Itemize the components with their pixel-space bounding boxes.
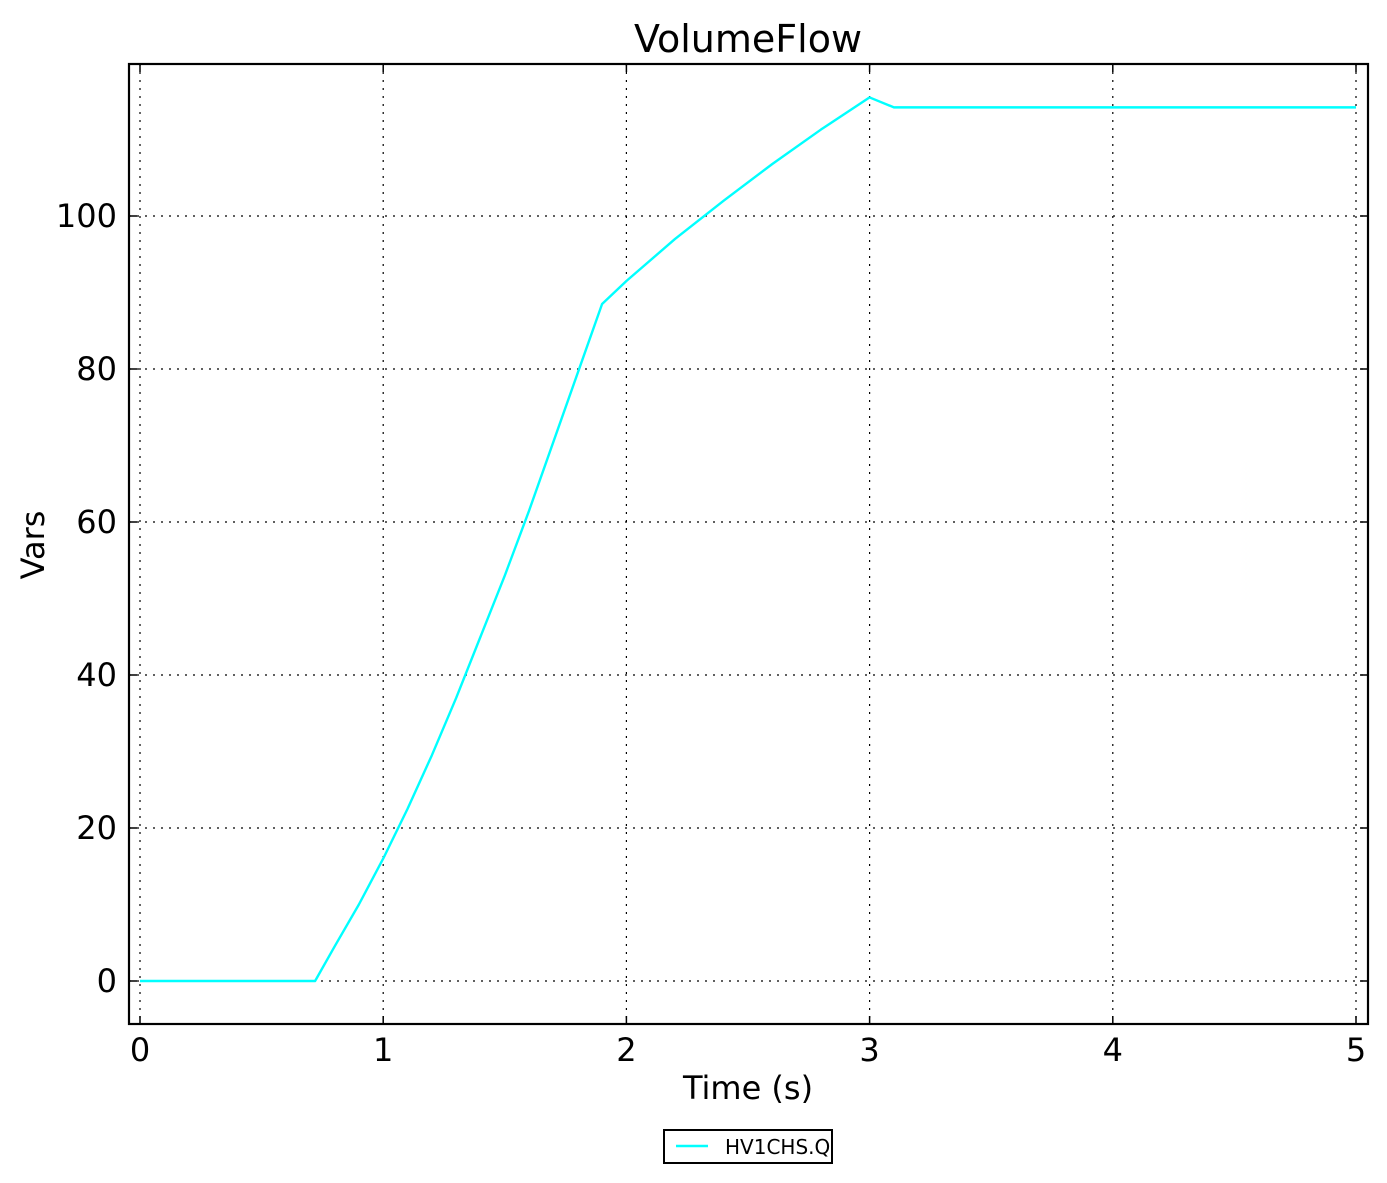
axes-frame	[127, 62, 1370, 1026]
axes-layer: 0 1 2 3 4 5 0 20 40 60 80 100	[56, 62, 1370, 1069]
x-tick-label: 4	[1103, 1031, 1123, 1069]
plot-area	[129, 64, 1368, 1024]
legend-label: HV1CHS.Q	[725, 1135, 830, 1159]
legend: HV1CHS.Q	[663, 1129, 833, 1164]
y-tick-label: 60	[76, 503, 117, 541]
series-line	[140, 96, 1356, 983]
legend-box	[663, 1129, 833, 1164]
grid-layer	[129, 64, 1368, 1024]
series-layer	[140, 96, 1356, 983]
y-tick-label: 20	[76, 809, 117, 847]
y-tick-label: 40	[76, 656, 117, 694]
y-tick-label: 100	[56, 197, 117, 235]
x-tick-label: 2	[616, 1031, 636, 1069]
x-axis-label: Time (s)	[682, 1069, 813, 1107]
y-tick-label: 0	[97, 962, 117, 1000]
label-layer: VolumeFlow Time (s) Vars	[14, 17, 862, 1107]
y-tick-label: 80	[76, 350, 117, 388]
chart-title: VolumeFlow	[634, 17, 862, 61]
x-tick-label: 3	[859, 1031, 879, 1069]
x-tick-label: 0	[130, 1031, 150, 1069]
x-tick-label: 5	[1346, 1031, 1366, 1069]
y-axis-label: Vars	[14, 511, 52, 580]
x-tick-label: 1	[373, 1031, 393, 1069]
